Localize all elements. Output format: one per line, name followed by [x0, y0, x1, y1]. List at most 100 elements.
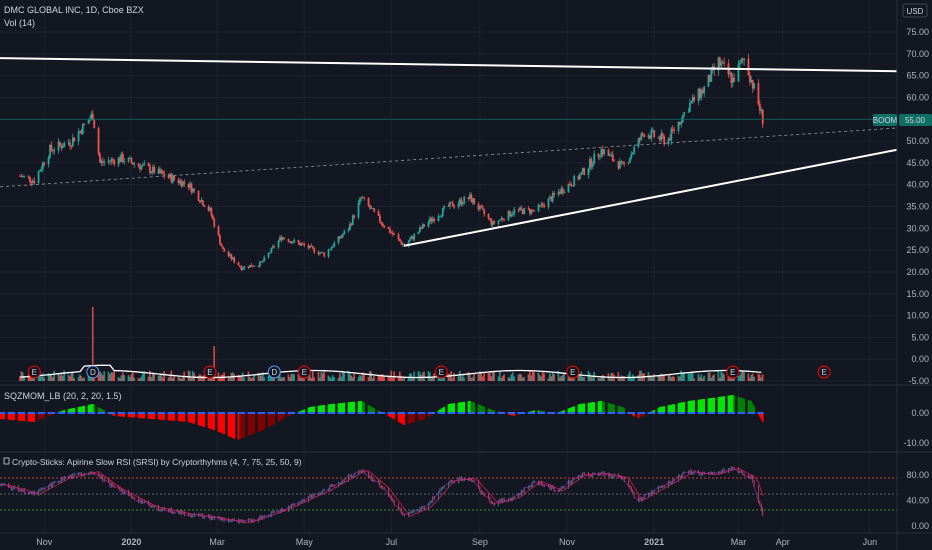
price-axis[interactable]: 75.00 70.00 65.00 60.00 55.00 50.00 45.00 40.00… [903, 27, 929, 531]
volume-bar [227, 377, 230, 381]
candle-body [748, 75, 751, 83]
sqz-bar [353, 401, 356, 413]
volume-bar [661, 374, 664, 381]
sqz-zero-dot [69, 412, 71, 414]
volume-bar [80, 376, 83, 381]
volume-bar [339, 373, 341, 381]
sqz-bar [480, 405, 483, 413]
sqz-zero-dot [740, 412, 743, 414]
volume-bar [419, 372, 421, 381]
volume-bar [750, 374, 753, 381]
sqz-zero-dot [89, 412, 91, 414]
candle-body [241, 268, 244, 270]
volume-bar [70, 372, 73, 381]
sqz-bar [730, 395, 733, 413]
candle-body [80, 130, 83, 134]
volume-bar [397, 375, 400, 381]
volume-bar [253, 374, 255, 381]
sqz-bar [119, 413, 121, 417]
volume-bar [553, 374, 555, 381]
candle-body [623, 163, 626, 164]
candle-body [743, 58, 746, 61]
candle-body [229, 254, 231, 256]
sqz-bar [320, 405, 323, 413]
candle-body [47, 157, 50, 165]
currency-box[interactable] [902, 3, 928, 18]
sqz-zero-dot [351, 412, 354, 414]
candle-body [283, 237, 286, 239]
sqz-zero-dot [103, 412, 106, 414]
candle-body [313, 247, 316, 253]
candle-body [393, 234, 396, 236]
indicator-toggle-icon[interactable] [3, 457, 10, 465]
sqz-zero-dot [59, 412, 61, 414]
sqz-zero-dot [289, 412, 291, 414]
sqz-bar [660, 406, 663, 413]
event-marker [86, 365, 100, 379]
volume-bar [129, 377, 131, 381]
candle-body [757, 83, 760, 105]
candle-body [189, 183, 191, 188]
sqz-zero-dot [621, 412, 624, 414]
sqz-zero-dot [391, 412, 394, 414]
sqz-bar [280, 413, 283, 420]
sqz-bar [69, 408, 71, 413]
sqz-zero-dot [713, 412, 716, 414]
sqz-bar [43, 413, 46, 418]
volume-bar [243, 377, 245, 381]
sqz-zero-dot [397, 412, 400, 414]
sqz-zero-dot [611, 412, 614, 414]
sqz-zero-dot [399, 412, 401, 414]
candle-body [700, 90, 703, 99]
sqz-bar [207, 413, 210, 429]
volume-bar [499, 371, 501, 381]
candle-body [230, 254, 233, 260]
sqz-bar [668, 404, 671, 413]
candlesticks[interactable] [19, 53, 764, 271]
volume-bar [287, 374, 290, 381]
candle-body [183, 181, 186, 184]
sqz-bar [189, 413, 191, 423]
sqz-bar [460, 402, 463, 413]
sqz-zero-dot [561, 412, 564, 414]
candle-body [107, 160, 110, 163]
volume-bar [373, 376, 375, 381]
time-axis[interactable]: Nov 2020 Mar May Jul Sep Nov 2021 Mar Apr Jun [36, 537, 877, 547]
sqz-bar [463, 401, 466, 413]
candle-body [410, 236, 413, 240]
sqz-zero-dot [161, 412, 164, 414]
sqz-zero-dot [243, 412, 246, 414]
candle-body [600, 148, 603, 157]
sqz-bar [427, 413, 430, 418]
sqz-bar [269, 413, 271, 427]
sqz-zero-dot [79, 412, 81, 414]
sqz-zero-dot [210, 412, 213, 414]
trendlines[interactable] [0, 57, 898, 247]
sqz-zero-dot [229, 412, 231, 414]
sqz-zero-dot [131, 412, 134, 414]
sqz-bar [217, 413, 220, 432]
sqz-zero-dot [253, 412, 256, 414]
sqz-bar [243, 413, 246, 438]
sqz-zero-dot [487, 412, 490, 414]
sqz-zero-dot [499, 412, 501, 414]
volume-bar [757, 373, 760, 381]
sqz-zero-dot [297, 412, 300, 414]
volume-bar [683, 372, 685, 381]
volume-bar [43, 377, 45, 381]
volume-bar [201, 375, 204, 381]
volume-bar [597, 377, 600, 381]
sqz-zero-dot [567, 412, 570, 414]
volume-bar [681, 373, 684, 381]
candle-body [203, 205, 206, 207]
candle-body [708, 74, 711, 82]
volume-average-line [19, 364, 762, 379]
sqz-zero-dot [688, 412, 691, 414]
candle-body [718, 57, 721, 66]
sqz-bar [369, 405, 371, 413]
candle-body [207, 206, 210, 211]
price-badge[interactable]: BOOM 55.00 [873, 114, 932, 126]
volume-bar [501, 376, 504, 381]
